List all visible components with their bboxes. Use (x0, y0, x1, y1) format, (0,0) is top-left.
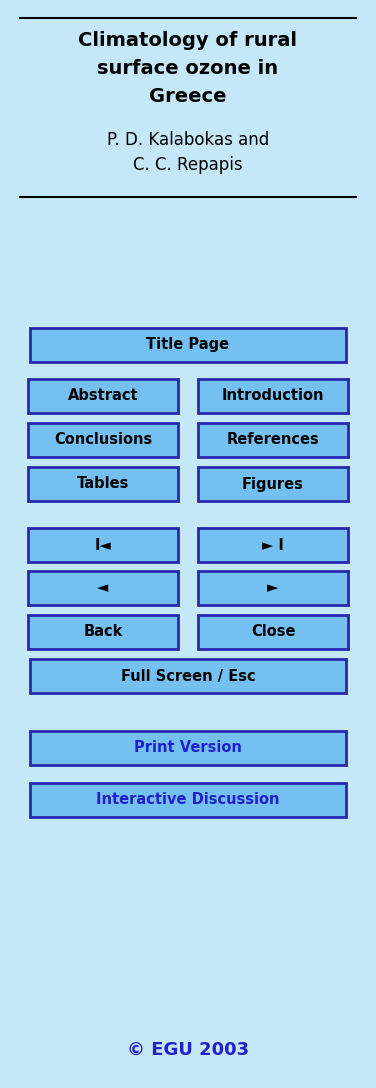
Text: Print Version: Print Version (134, 741, 242, 755)
Text: ► I: ► I (262, 537, 284, 553)
FancyBboxPatch shape (198, 528, 348, 562)
Text: Introduction: Introduction (222, 388, 324, 404)
Text: Back: Back (83, 625, 123, 640)
Text: surface ozone in: surface ozone in (97, 59, 279, 77)
Text: Title Page: Title Page (146, 337, 230, 353)
FancyBboxPatch shape (28, 571, 178, 605)
FancyBboxPatch shape (28, 423, 178, 457)
FancyBboxPatch shape (28, 379, 178, 413)
Text: P. D. Kalabokas and: P. D. Kalabokas and (107, 131, 269, 149)
Text: Abstract: Abstract (68, 388, 138, 404)
Text: I◄: I◄ (95, 537, 111, 553)
Text: Climatology of rural: Climatology of rural (79, 30, 297, 49)
Text: ►: ► (267, 581, 279, 595)
FancyBboxPatch shape (28, 615, 178, 650)
Text: Conclusions: Conclusions (54, 433, 152, 447)
Text: ◄: ◄ (97, 581, 109, 595)
FancyBboxPatch shape (198, 423, 348, 457)
Text: Close: Close (251, 625, 295, 640)
Text: Full Screen / Esc: Full Screen / Esc (121, 668, 255, 683)
FancyBboxPatch shape (30, 659, 346, 693)
Text: Tables: Tables (77, 477, 129, 492)
FancyBboxPatch shape (198, 379, 348, 413)
Text: Interactive Discussion: Interactive Discussion (96, 792, 280, 807)
FancyBboxPatch shape (28, 528, 178, 562)
Text: © EGU 2003: © EGU 2003 (127, 1041, 249, 1059)
FancyBboxPatch shape (30, 731, 346, 765)
Text: C. C. Repapis: C. C. Repapis (133, 156, 243, 174)
Text: Greece: Greece (149, 87, 227, 106)
Text: References: References (227, 433, 319, 447)
FancyBboxPatch shape (198, 615, 348, 650)
FancyBboxPatch shape (30, 327, 346, 362)
FancyBboxPatch shape (198, 571, 348, 605)
FancyBboxPatch shape (30, 783, 346, 817)
FancyBboxPatch shape (28, 467, 178, 500)
Text: Figures: Figures (242, 477, 304, 492)
FancyBboxPatch shape (198, 467, 348, 500)
